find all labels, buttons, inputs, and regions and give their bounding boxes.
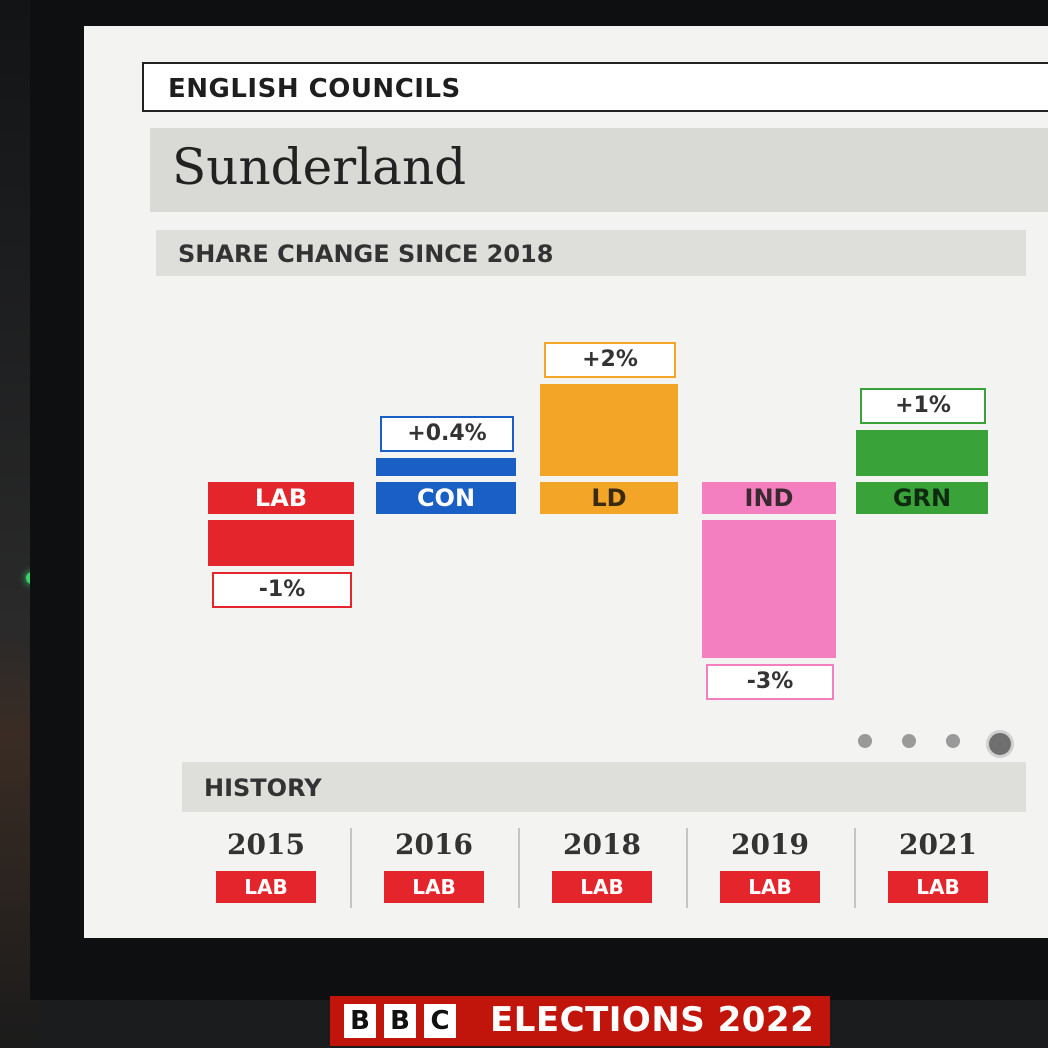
history-winner-badge: LAB bbox=[720, 871, 820, 903]
share-change-chart: LAB -1% CON +0.4% LD +2% IND -3% GRN +1% bbox=[84, 286, 1048, 726]
history-winner-badge: LAB bbox=[216, 871, 316, 903]
bar-con bbox=[376, 457, 516, 476]
history-year: 2019 bbox=[731, 828, 809, 861]
bar-ind bbox=[702, 520, 836, 658]
history-divider bbox=[686, 828, 688, 908]
council-title: Sunderland bbox=[172, 138, 467, 196]
history-item: 2016 LAB bbox=[350, 818, 518, 914]
history-year: 2021 bbox=[899, 828, 977, 861]
history-item: 2015 LAB bbox=[182, 818, 350, 914]
history-item: 2021 LAB bbox=[854, 818, 1022, 914]
value-label-grn: +1% bbox=[860, 388, 986, 424]
history-item: 2019 LAB bbox=[686, 818, 854, 914]
results-screen: ENGLISH COUNCILS Sunderland SHARE CHANGE… bbox=[84, 26, 1048, 938]
party-label-ld: LD bbox=[540, 482, 678, 514]
history-item: 2018 LAB bbox=[518, 818, 686, 914]
pager-dot[interactable] bbox=[946, 734, 960, 748]
chart-subtitle: SHARE CHANGE SINCE 2018 bbox=[178, 240, 554, 268]
value-label-con: +0.4% bbox=[380, 415, 514, 452]
history-year: 2018 bbox=[563, 828, 641, 861]
history-bar: HISTORY bbox=[182, 762, 1026, 812]
history-divider bbox=[518, 828, 520, 908]
history-list: 2015 LAB 2016 LAB 2018 LAB 2019 LAB 2021 LAB bbox=[182, 818, 1026, 918]
bbc-logo-letter: C bbox=[424, 1004, 456, 1038]
bar-lab bbox=[208, 520, 354, 566]
history-winner-badge: LAB bbox=[888, 871, 988, 903]
history-label: HISTORY bbox=[204, 774, 322, 802]
chart-subtitle-bar: SHARE CHANGE SINCE 2018 bbox=[156, 230, 1026, 276]
value-label-ld: +2% bbox=[544, 342, 676, 378]
value-label-ind: -3% bbox=[706, 664, 834, 700]
section-label: ENGLISH COUNCILS bbox=[142, 62, 1048, 112]
history-winner-badge: LAB bbox=[552, 871, 652, 903]
history-year: 2015 bbox=[227, 828, 305, 861]
bar-ld bbox=[540, 384, 678, 476]
value-label-lab: -1% bbox=[212, 572, 352, 608]
party-label-ind: IND bbox=[702, 482, 836, 514]
history-divider bbox=[854, 828, 856, 908]
pager-dot[interactable] bbox=[986, 730, 1014, 758]
bbc-logo-letter: B bbox=[344, 1004, 376, 1038]
pager-dot[interactable] bbox=[902, 734, 916, 748]
pager-dot[interactable] bbox=[858, 734, 872, 748]
bbc-elections-banner: B B C ELECTIONS 2022 bbox=[330, 996, 830, 1046]
history-year: 2016 bbox=[395, 828, 473, 861]
council-title-bar: Sunderland bbox=[150, 128, 1048, 212]
party-label-con: CON bbox=[376, 482, 516, 514]
elections-title: ELECTIONS 2022 bbox=[490, 1000, 815, 1040]
party-label-lab: LAB bbox=[208, 482, 354, 514]
history-divider bbox=[350, 828, 352, 908]
bar-grn bbox=[856, 430, 988, 476]
pager-dots[interactable] bbox=[858, 726, 1018, 758]
history-winner-badge: LAB bbox=[384, 871, 484, 903]
bbc-logo-letter: B bbox=[384, 1004, 416, 1038]
party-label-grn: GRN bbox=[856, 482, 988, 514]
